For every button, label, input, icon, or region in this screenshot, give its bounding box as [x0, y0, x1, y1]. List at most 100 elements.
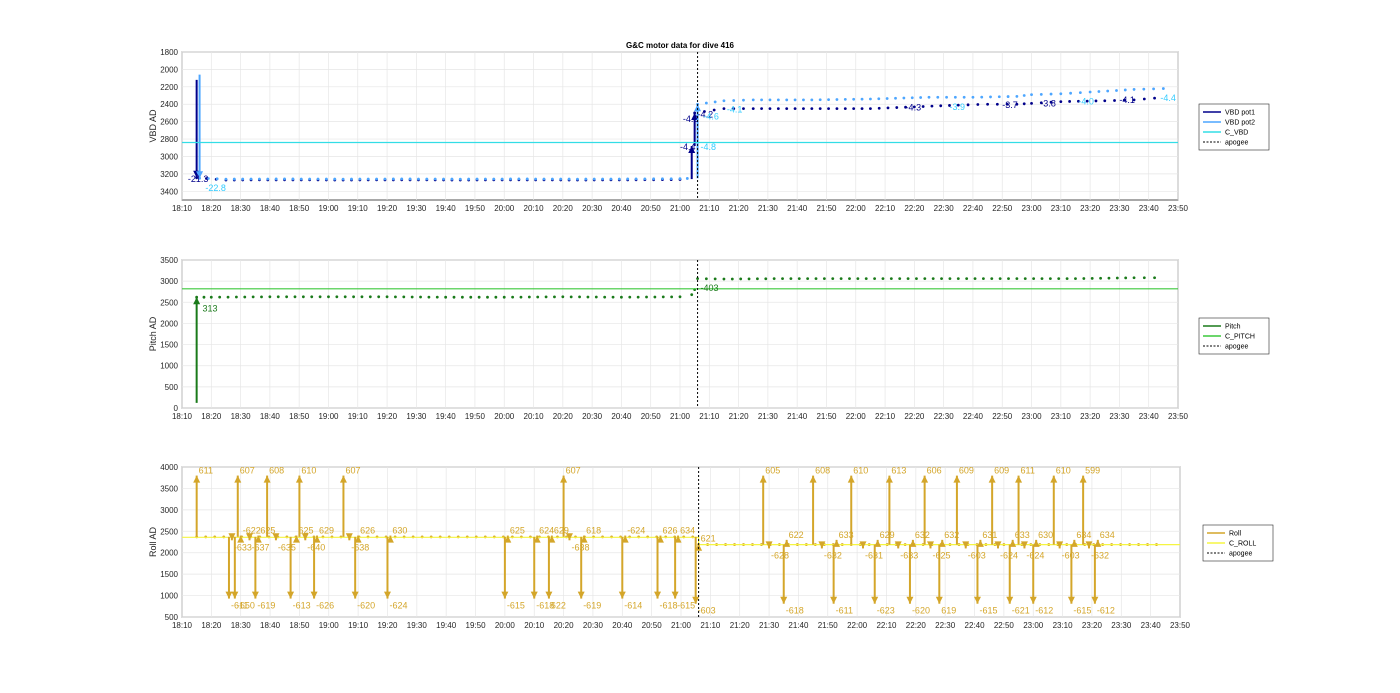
x-tick-label: 23:10	[1051, 412, 1072, 421]
y-tick-label: 3400	[160, 187, 178, 196]
data-point	[500, 177, 504, 181]
x-tick-label: 19:00	[319, 621, 340, 630]
data-point	[1115, 89, 1118, 92]
x-tick-label: 23:00	[1022, 412, 1043, 421]
x-tick-label: 23:40	[1139, 412, 1160, 421]
roll-move-arrow-head	[938, 539, 946, 547]
data-point	[915, 277, 918, 281]
roll-move-label: -619	[583, 601, 601, 611]
data-point	[1152, 87, 1155, 91]
x-tick-label: 20:10	[524, 204, 545, 213]
x-tick-label: 22:50	[994, 621, 1015, 630]
x-tick-label: 21:20	[729, 204, 750, 213]
data-point	[1040, 277, 1044, 281]
data-point	[760, 98, 764, 102]
roll-move-label: -613	[293, 601, 311, 611]
data-point	[827, 98, 830, 102]
x-tick-label: 19:10	[348, 204, 369, 213]
x-tick-label: 21:40	[787, 412, 808, 421]
y-tick-label: 0	[174, 404, 179, 413]
x-tick-label: 18:30	[231, 412, 252, 421]
data-point	[460, 295, 464, 299]
roll-move-arrow-head	[560, 475, 568, 483]
annotation-label: -4.2	[698, 110, 714, 120]
data-point	[542, 177, 546, 181]
x-tick-label: 18:40	[260, 621, 281, 630]
data-point	[873, 277, 876, 281]
data-point	[810, 107, 814, 110]
annotation-label: -4.3	[906, 103, 922, 113]
data-point	[990, 277, 994, 281]
data-point	[492, 177, 496, 181]
x-tick-label: 20:30	[582, 204, 603, 213]
x-tick-label: 21:50	[816, 204, 837, 213]
roll-move-arrow-head	[1079, 475, 1087, 483]
data-point	[742, 107, 745, 110]
data-point	[945, 95, 948, 99]
x-tick-label: 19:30	[407, 621, 428, 630]
x-tick-label: 20:50	[641, 204, 662, 213]
data-point	[1065, 277, 1069, 281]
roll-move-label: -624	[627, 526, 645, 536]
data-point	[860, 97, 864, 101]
roll-move-arrow-head	[1070, 539, 1078, 547]
roll-move-label: 619	[941, 606, 956, 616]
y-tick-label: 500	[165, 613, 179, 622]
data-point	[886, 106, 890, 110]
data-point	[1085, 99, 1089, 103]
x-tick-label: 19:20	[377, 204, 398, 213]
x-tick-label: 22:40	[963, 204, 984, 213]
roll-move-arrow-head	[504, 535, 512, 543]
roll-move-label: -612	[1035, 606, 1053, 616]
annotation-label: -4.0	[1078, 97, 1094, 107]
annotation-label: -4.1	[1119, 95, 1135, 105]
roll-move-arrow-head	[345, 533, 353, 541]
data-point	[971, 95, 975, 99]
x-tick-label: 23:30	[1109, 204, 1130, 213]
data-point	[703, 110, 706, 113]
data-point	[704, 101, 708, 105]
data-point	[814, 277, 818, 281]
roll-move-label: 632	[944, 530, 959, 540]
roll-move-arrow-head	[783, 539, 791, 547]
data-point	[1142, 87, 1146, 91]
data-point	[198, 176, 201, 180]
roll-move-arrow-head	[654, 591, 662, 599]
annotation-label: -4.4	[680, 142, 696, 152]
roll-move-label: -614	[624, 601, 642, 611]
data-point	[776, 107, 780, 110]
x-tick-label: 22:40	[965, 621, 986, 630]
data-point	[469, 295, 473, 299]
data-point	[768, 98, 772, 102]
data-point	[285, 295, 289, 299]
legend-label: apogee	[1225, 344, 1248, 351]
data-point	[747, 277, 751, 281]
data-point	[973, 277, 977, 281]
y-tick-label: 2600	[160, 118, 178, 127]
data-point	[956, 277, 960, 281]
data-point	[895, 106, 899, 109]
roll-move-arrow-head	[339, 475, 347, 483]
data-point	[226, 295, 230, 299]
roll-move-arrow-head	[193, 475, 201, 483]
x-tick-label: 20:50	[642, 621, 663, 630]
data-point	[408, 177, 412, 181]
data-point	[1122, 98, 1126, 102]
data-point	[360, 295, 364, 299]
data-point	[350, 177, 353, 181]
roll-move-arrow-head	[1091, 596, 1099, 604]
annotation-label: -22.8	[205, 183, 226, 193]
y-tick-label: 2500	[160, 298, 178, 307]
legend-label: VBD pot2	[1225, 120, 1255, 127]
data-point	[224, 177, 228, 181]
data-point	[274, 177, 278, 181]
data-point	[864, 277, 868, 281]
data-point	[1015, 277, 1019, 281]
data-point	[852, 97, 856, 101]
data-point	[511, 295, 515, 299]
x-tick-label: 18:50	[289, 621, 310, 630]
data-point	[912, 105, 916, 109]
data-point	[732, 99, 736, 102]
data-point	[764, 277, 768, 281]
